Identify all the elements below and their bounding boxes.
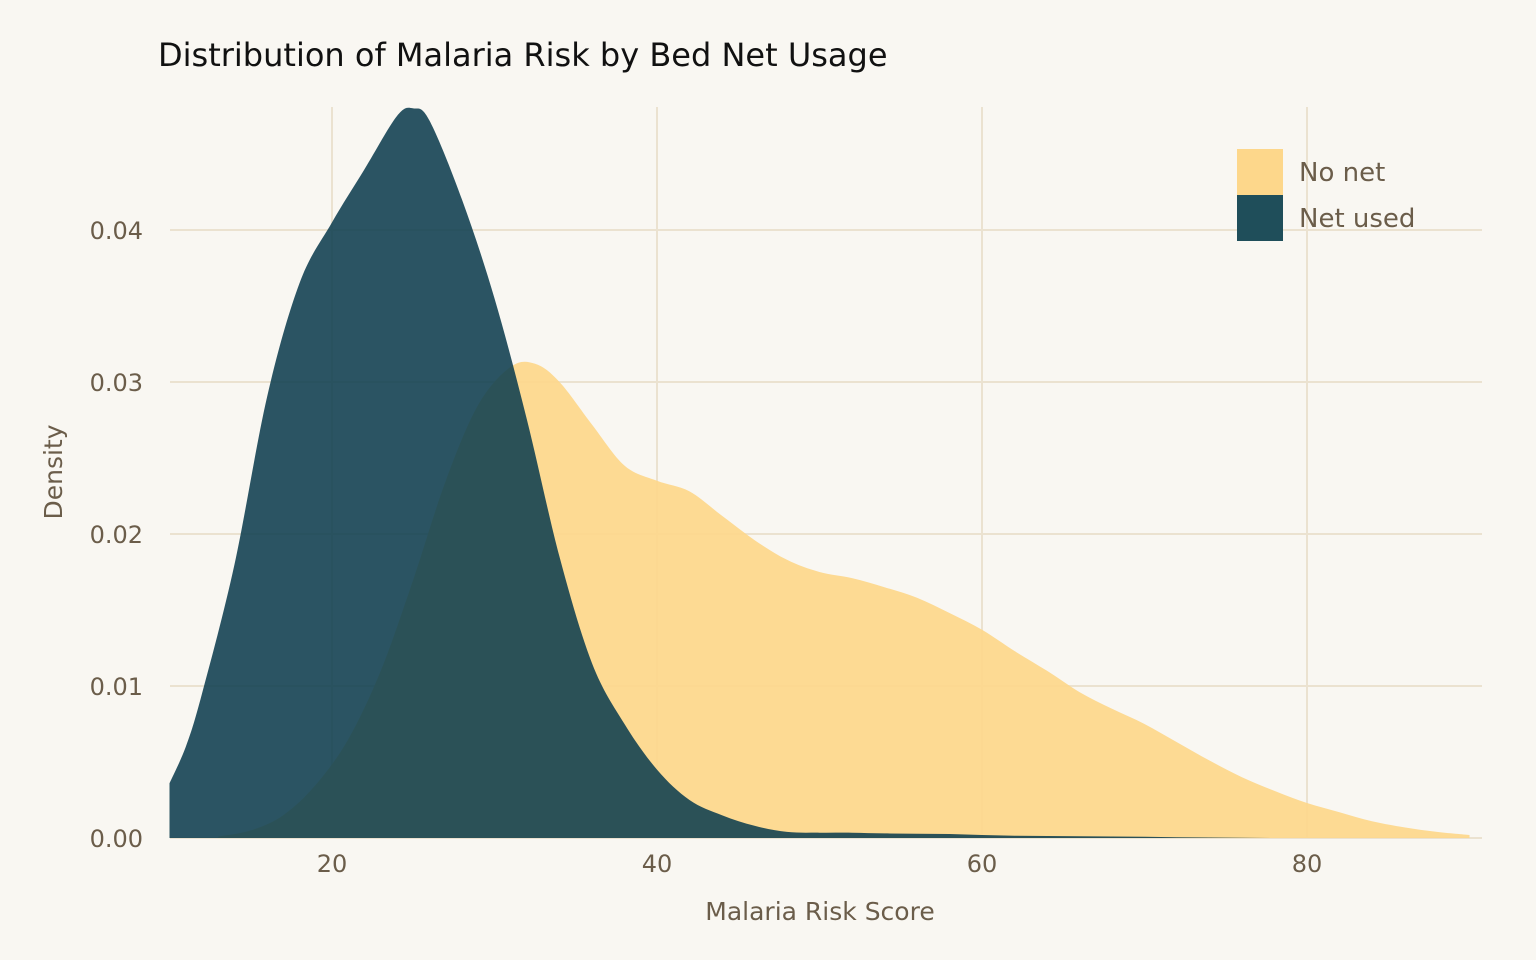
x-tick-label: 80 bbox=[1292, 850, 1323, 878]
chart-title: Distribution of Malaria Risk by Bed Net … bbox=[158, 36, 888, 74]
y-axis-title: Density bbox=[39, 424, 68, 519]
legend-swatch-net-used bbox=[1237, 195, 1283, 241]
y-tick-label: 0.00 bbox=[90, 825, 143, 853]
x-axis-title: Malaria Risk Score bbox=[705, 897, 934, 926]
legend-label-net-used: Net used bbox=[1299, 204, 1415, 234]
y-tick-label: 0.04 bbox=[90, 217, 143, 245]
legend: No net Net used bbox=[1237, 149, 1415, 241]
legend-label-no-net: No net bbox=[1299, 158, 1385, 188]
series-layer bbox=[169, 107, 1470, 839]
axis-layer: 20 40 60 80 0.00 0.01 0.02 0.03 0.04 bbox=[90, 217, 1323, 878]
y-tick-label: 0.03 bbox=[90, 369, 143, 397]
density-area-net-used bbox=[169, 107, 1307, 839]
x-tick-label: 40 bbox=[642, 850, 673, 878]
legend-swatch-no-net bbox=[1237, 149, 1283, 195]
y-tick-label: 0.02 bbox=[90, 521, 143, 549]
x-tick-label: 60 bbox=[967, 850, 998, 878]
x-tick-label: 20 bbox=[317, 850, 348, 878]
y-tick-label: 0.01 bbox=[90, 673, 143, 701]
